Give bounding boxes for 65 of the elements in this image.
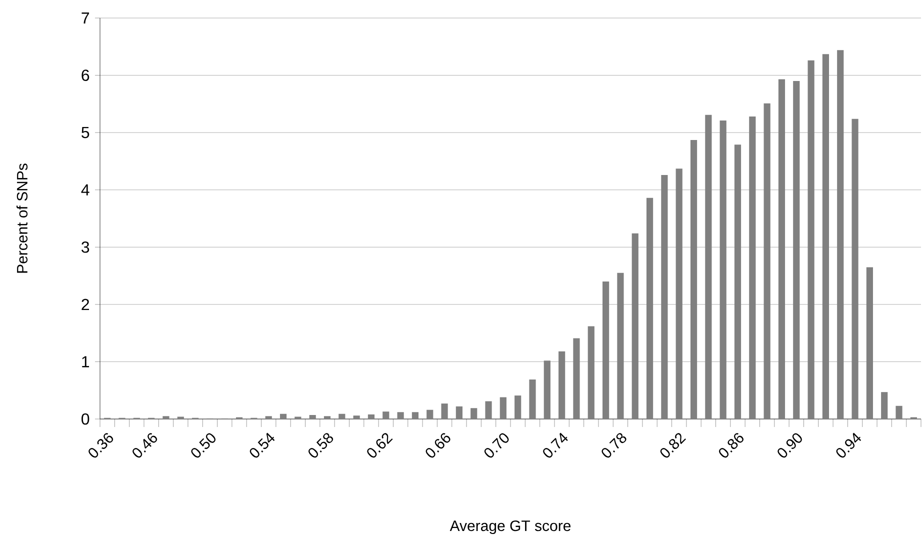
y-tick-label: 0 (82, 413, 90, 425)
bar (617, 272, 624, 419)
y-tick-label: 3 (82, 241, 90, 253)
bar (676, 168, 682, 419)
bar (646, 198, 654, 419)
y-tick-label: 5 (82, 126, 90, 138)
bar (690, 140, 698, 419)
bar (353, 416, 360, 419)
bar (500, 397, 506, 419)
bar (514, 396, 522, 419)
bar (764, 103, 770, 419)
bar (661, 174, 668, 419)
bar (485, 401, 492, 419)
bar (837, 50, 844, 419)
bar (529, 379, 536, 419)
bar (558, 351, 566, 419)
bar (852, 118, 858, 419)
bar (793, 81, 800, 419)
bar (470, 408, 478, 419)
bar (368, 414, 375, 419)
bar (544, 360, 550, 419)
bar (338, 414, 346, 419)
bar (720, 120, 726, 419)
bar (808, 60, 814, 419)
x-tick-label: 0.70 (484, 433, 509, 458)
bar (896, 406, 902, 419)
bar (280, 414, 287, 419)
bar (632, 233, 638, 419)
x-tick-label: 0.58 (308, 433, 334, 458)
bar (866, 267, 873, 419)
bar (397, 412, 404, 419)
bar (456, 406, 462, 419)
x-axis-title: Average GT score (450, 520, 571, 534)
bar (588, 326, 594, 419)
x-tick-label: 0.46 (132, 433, 158, 458)
bar (162, 416, 170, 419)
x-tick-label: 0.62 (367, 433, 393, 458)
y-tick-label: 2 (82, 298, 89, 310)
bar (412, 412, 419, 419)
bar (382, 412, 390, 419)
x-tick-label: 0.66 (426, 433, 450, 458)
y-tick-label: 1 (82, 356, 90, 368)
x-tick-label: 0.90 (778, 433, 802, 458)
bar (881, 392, 888, 419)
x-tick-label: 0.50 (191, 433, 216, 458)
bar (734, 144, 742, 419)
bar (602, 282, 610, 419)
x-tick-label: 0.82 (660, 433, 686, 458)
bar (324, 416, 331, 419)
x-tick-label: 0.78 (602, 433, 626, 458)
bar (265, 416, 272, 419)
bar (749, 116, 756, 419)
bar (778, 79, 786, 419)
x-tick-label: 0.86 (719, 433, 744, 458)
bar (309, 414, 316, 419)
bar (573, 338, 580, 419)
bar (441, 404, 448, 419)
bar (426, 410, 434, 419)
y-axis-title: Percent of SNPs (16, 164, 28, 273)
y-tick-label: 4 (81, 184, 90, 196)
y-tick-label: 6 (82, 70, 90, 81)
x-tick-label: 0.36 (88, 433, 114, 458)
y-tick-label: 7 (82, 12, 89, 24)
bar (705, 114, 712, 419)
bar (822, 54, 830, 419)
